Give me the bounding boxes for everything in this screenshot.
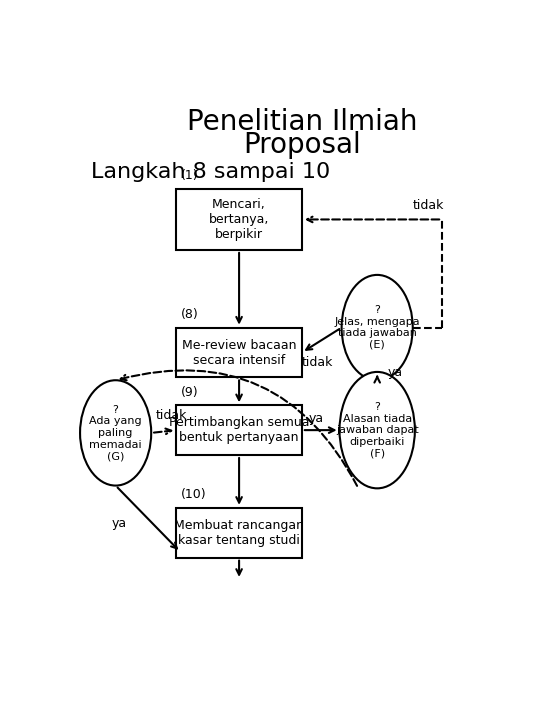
Bar <box>176 508 302 557</box>
Text: ?
Jelas, mengapa
tiada jawaban
(E): ? Jelas, mengapa tiada jawaban (E) <box>334 305 420 350</box>
Ellipse shape <box>342 275 413 380</box>
Text: ya: ya <box>308 412 323 425</box>
Text: Me-review bacaan
secara intensif: Me-review bacaan secara intensif <box>182 338 296 366</box>
Text: tidak: tidak <box>413 199 444 212</box>
Text: Pertimbangkan semua
bentuk pertanyaan: Pertimbangkan semua bentuk pertanyaan <box>169 416 309 444</box>
Text: Proposal: Proposal <box>243 130 361 158</box>
Text: tidak: tidak <box>156 409 187 422</box>
Text: Mencari,
bertanya,
berpikir: Mencari, bertanya, berpikir <box>209 198 269 241</box>
Text: tidak: tidak <box>302 356 333 369</box>
Text: (10): (10) <box>180 488 206 501</box>
Ellipse shape <box>340 372 415 488</box>
Text: ?
Alasan tiada
jawaban dapat
diperbaiki
(F): ? Alasan tiada jawaban dapat diperbaiki … <box>336 402 418 459</box>
Text: (1): (1) <box>180 169 198 182</box>
Text: (9): (9) <box>180 385 198 399</box>
Bar <box>176 328 302 377</box>
Text: (8): (8) <box>180 308 198 321</box>
Bar <box>176 405 302 455</box>
Text: ?
Ada yang
paling
memadai
(G): ? Ada yang paling memadai (G) <box>89 405 142 461</box>
Text: Penelitian Ilmiah: Penelitian Ilmiah <box>187 109 417 136</box>
Text: ya: ya <box>388 366 403 379</box>
Text: ya: ya <box>111 517 126 530</box>
Ellipse shape <box>80 380 151 485</box>
Bar <box>176 189 302 250</box>
Text: Langkah 8 sampai 10: Langkah 8 sampai 10 <box>91 162 330 182</box>
Text: Membuat rancangan
kasar tentang studi: Membuat rancangan kasar tentang studi <box>174 518 304 546</box>
